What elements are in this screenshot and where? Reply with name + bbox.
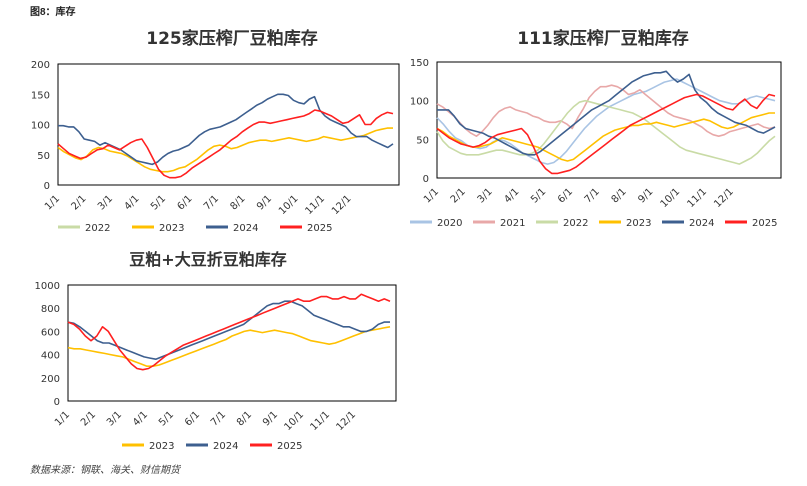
x-tick-label: 12/1 xyxy=(330,193,354,217)
x-tick-label: 8/1 xyxy=(228,193,247,212)
y-tick-label: 150 xyxy=(410,58,429,69)
legend-label-2021: 2021 xyxy=(500,218,525,229)
x-tick-label: 10/1 xyxy=(659,186,683,210)
chart-1: 125家压榨厂豆粕库存 0 50 100 150 200 1/1 2/1 3/1 4/1 5/1 6/… xyxy=(31,28,400,234)
x-tick-label: 3/1 xyxy=(105,409,124,428)
x-tick-label: 1/1 xyxy=(43,193,62,212)
plot-frame xyxy=(67,284,397,402)
x-tick-label: 11/1 xyxy=(303,193,327,217)
plot-frame xyxy=(57,63,400,186)
y-tick-label: 0 xyxy=(423,174,429,185)
x-tick-label: 6/1 xyxy=(556,186,575,205)
y-tick-label: 400 xyxy=(41,351,60,362)
x-tick-label: 9/1 xyxy=(255,193,274,212)
x-tick-label: 3/1 xyxy=(96,193,115,212)
legend-label-2024: 2024 xyxy=(213,441,238,452)
legend-label-2023: 2023 xyxy=(626,218,651,229)
chart-title: 111家压榨厂豆粕库存 xyxy=(517,28,689,49)
series-line-2024 xyxy=(58,93,394,166)
x-tick-label: 6/1 xyxy=(183,409,202,428)
y-tick-label: 0 xyxy=(44,181,50,192)
plot-frame xyxy=(436,61,782,179)
x-tick-label: 2/1 xyxy=(69,193,88,212)
series-line-2025 xyxy=(57,109,394,179)
legend-label-2023: 2023 xyxy=(149,441,174,452)
series-line-2021 xyxy=(436,84,776,137)
y-tick-label: 150 xyxy=(31,90,50,101)
y-tick-label: 100 xyxy=(31,121,50,132)
y-tick-label: 1000 xyxy=(35,281,60,292)
series-line-2024 xyxy=(67,300,390,361)
x-tick-label: 7/1 xyxy=(583,186,602,205)
series-line-2020 xyxy=(436,78,776,165)
series-line-2023 xyxy=(67,326,391,368)
x-tick-label: 12/1 xyxy=(712,186,736,210)
x-tick-label: 12/1 xyxy=(334,409,358,433)
x-tick-label: 10/1 xyxy=(282,409,306,433)
x-tick-label: 3/1 xyxy=(476,186,495,205)
figure-label: 图8：库存 xyxy=(30,7,76,18)
x-tick-label: 10/1 xyxy=(277,193,301,217)
chart-title: 豆粕+大豆折豆粕库存 xyxy=(129,250,286,269)
x-tick-label: 8/1 xyxy=(235,409,254,428)
legend-label-2024: 2024 xyxy=(689,218,714,229)
x-tick-label: 4/1 xyxy=(502,186,521,205)
x-tick-label: 1/1 xyxy=(422,186,441,205)
y-tick-label: 50 xyxy=(37,151,50,162)
y-tick-label: 0 xyxy=(54,397,60,408)
legend-label-2022: 2022 xyxy=(563,218,588,229)
y-tick-label: 600 xyxy=(41,327,60,338)
x-tick-label: 6/1 xyxy=(175,193,194,212)
chart-3: 豆粕+大豆折豆粕库存 0 200 400 600 800 1000 1/1 2/1 3/1 4/1 5… xyxy=(35,250,397,452)
x-tick-label: 2/1 xyxy=(449,186,468,205)
y-tick-label: 800 xyxy=(41,304,60,315)
legend-label-2024: 2024 xyxy=(233,223,258,234)
y-tick-label: 200 xyxy=(41,374,60,385)
chart-title: 125家压榨厂豆粕库存 xyxy=(146,28,318,49)
series-line-2024 xyxy=(437,70,776,156)
x-tick-label: 8/1 xyxy=(610,186,629,205)
x-tick-label: 7/1 xyxy=(202,193,221,212)
legend-label-2023: 2023 xyxy=(159,223,184,234)
legend-label-2025: 2025 xyxy=(277,441,302,452)
legend-label-2025: 2025 xyxy=(307,223,332,234)
x-tick-label: 9/1 xyxy=(636,186,655,205)
legend-label-2022: 2022 xyxy=(85,223,110,234)
series-line-2025 xyxy=(436,93,776,175)
x-tick-label: 5/1 xyxy=(157,409,176,428)
series-line-2023 xyxy=(436,112,775,162)
series-line-2025 xyxy=(67,293,391,371)
x-tick-label: 11/1 xyxy=(685,186,709,210)
source-note: 数据来源：钢联、海关、财信期货 xyxy=(30,465,180,476)
x-tick-label: 4/1 xyxy=(122,193,141,212)
legend-label-2025: 2025 xyxy=(752,218,777,229)
x-tick-label: 11/1 xyxy=(308,409,332,433)
y-tick-label: 200 xyxy=(31,60,50,71)
x-tick-label: 5/1 xyxy=(149,193,168,212)
y-tick-label: 100 xyxy=(410,97,429,108)
chart-2: 111家压榨厂豆粕库存 0 50 100 150 1/1 2/1 3/1 4/1 5/1 6/1 7/… xyxy=(410,28,782,229)
x-tick-label: 4/1 xyxy=(131,409,150,428)
x-tick-label: 9/1 xyxy=(261,409,280,428)
series-line-2023 xyxy=(57,127,393,173)
x-tick-label: 1/1 xyxy=(53,409,72,428)
series-line-2022 xyxy=(436,99,776,165)
x-tick-label: 2/1 xyxy=(79,409,98,428)
legend-label-2020: 2020 xyxy=(437,218,462,229)
x-tick-label: 5/1 xyxy=(529,186,548,205)
x-tick-label: 7/1 xyxy=(209,409,228,428)
y-tick-label: 50 xyxy=(416,135,429,146)
